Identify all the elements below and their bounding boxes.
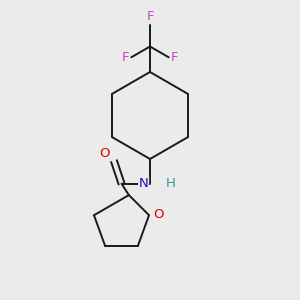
Text: O: O (99, 147, 110, 160)
Text: F: F (146, 10, 154, 22)
Text: H: H (166, 177, 176, 190)
Text: F: F (122, 51, 129, 64)
Text: N: N (139, 177, 148, 190)
Text: F: F (171, 51, 178, 64)
Text: O: O (153, 208, 164, 221)
